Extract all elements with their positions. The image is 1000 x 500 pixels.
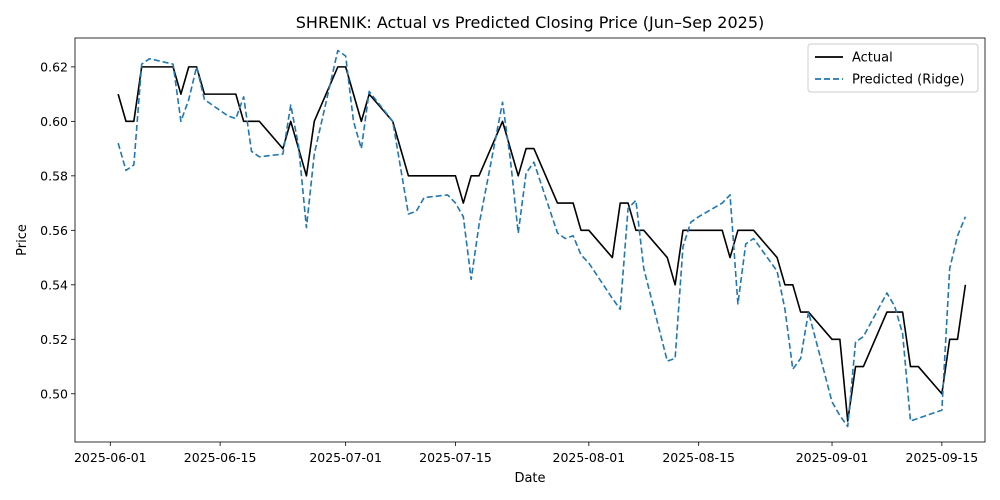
series-line-actual: [117, 66, 967, 422]
y-tick-label: 0.60: [40, 114, 68, 129]
chart-title: SHRENIK: Actual vs Predicted Closing Pri…: [296, 13, 765, 32]
y-tick-label: 0.50: [40, 386, 68, 401]
x-axis-label: Date: [514, 471, 545, 486]
x-tick-label: 2025-06-15: [184, 450, 257, 465]
plot-area: 2025-06-01 2025-06-15 2025-07-01 2025-07-15…: [40, 37, 986, 465]
x-tick-label: 2025-08-01: [553, 450, 626, 465]
legend-entry: Actual: [852, 51, 893, 66]
legend: Actual Predicted (Ridge): [807, 43, 979, 93]
y-tick-label: 0.56: [40, 223, 68, 238]
x-tick-label: 2025-07-01: [309, 450, 382, 465]
x-tick-label: 2025-09-01: [796, 450, 869, 465]
y-tick-label: 0.52: [40, 332, 68, 347]
series-line-predicted-ridge: [117, 49, 967, 428]
legend-entry: Predicted (Ridge): [852, 73, 964, 88]
y-axis-label: Price: [15, 224, 30, 256]
axes-frame: [74, 37, 986, 443]
y-tick-label: 0.54: [40, 277, 68, 292]
x-tick-label: 2025-06-01: [74, 450, 147, 465]
y-tick-label: 0.58: [40, 168, 68, 183]
x-tick-label: 2025-09-15: [906, 450, 979, 465]
x-tick-label: 2025-07-15: [419, 450, 492, 465]
legend-box: [807, 43, 979, 93]
y-tick-label: 0.62: [40, 59, 68, 74]
x-tick-label: 2025-08-15: [662, 450, 735, 465]
